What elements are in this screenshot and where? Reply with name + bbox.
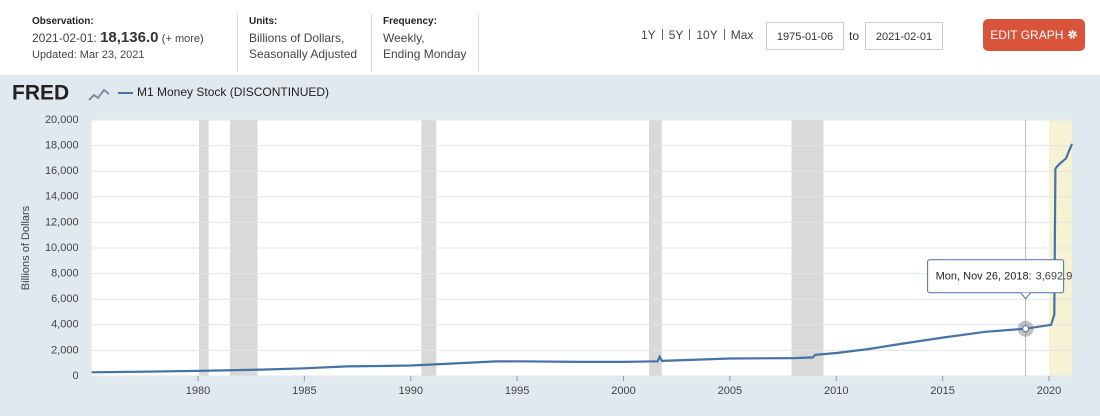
x-tick-label: 2015 (930, 385, 954, 397)
x-tick-label: 2005 (718, 385, 742, 397)
pipe (723, 29, 725, 40)
range-buttons: 1Y 5Y 10Y Max (641, 28, 753, 42)
y-tick-label: 20,000 (45, 114, 79, 126)
x-tick-label: 1995 (505, 385, 529, 397)
more-link[interactable]: (+ more) (161, 33, 204, 45)
y-tick-label: 4,000 (51, 319, 79, 331)
legend-label: M1 Money Stock (DISCONTINUED) (137, 85, 329, 99)
range-button[interactable]: 5Y (668, 28, 684, 42)
range-button[interactable]: Max (730, 28, 754, 42)
x-tick-label: 2000 (611, 385, 635, 397)
text: Billions of Dollars, (249, 31, 345, 45)
label: Observation: (32, 16, 94, 27)
units: Units: Billions of Dollars, Seasonally A… (249, 14, 357, 62)
divider (237, 14, 238, 72)
date: 2021-02-01: (32, 31, 97, 45)
updated: Updated: Mar 23, 2021 (32, 49, 145, 61)
text: Ending Monday (383, 47, 467, 61)
y-tick-label: 16,000 (45, 165, 79, 177)
end-date-input[interactable]: 2021-02-01 (865, 22, 943, 50)
edit-graph-button[interactable]: EDIT GRAPH (983, 19, 1085, 51)
observation: Observation: 2021-02-01: 18,136.0 (+ mor… (32, 14, 204, 63)
text: Weekly, (383, 31, 425, 45)
divider (478, 14, 479, 72)
value: 18,136.0 (100, 29, 159, 46)
tooltip-value: 3,692.9 (1036, 271, 1073, 283)
fred-logo: FRED (12, 82, 69, 105)
y-tick-label: 6,000 (51, 293, 79, 305)
x-tick-label: 1990 (398, 385, 422, 397)
hover-point (1022, 325, 1030, 333)
x-tick-label: 1980 (186, 385, 210, 397)
y-tick-label: 14,000 (45, 191, 79, 203)
pipe (661, 29, 663, 40)
y-axis-label: Billions of Dollars (20, 205, 32, 290)
tooltip-date: Mon, Nov 26, 2018: (936, 271, 1032, 283)
label: Units: (249, 16, 278, 27)
y-tick-label: 0 (72, 370, 78, 382)
gear-icon (1067, 30, 1077, 39)
y-tick-label: 2,000 (51, 344, 79, 356)
x-tick-label: 2010 (824, 385, 848, 397)
tooltip-pointer (1020, 292, 1032, 300)
header: Observation: 2021-02-01: 18,136.0 (+ mor… (0, 0, 1100, 75)
y-tick-label: 8,000 (51, 268, 79, 280)
tooltip-box (927, 259, 1065, 294)
divider (371, 14, 372, 72)
label: Frequency: (383, 16, 437, 27)
pipe (689, 29, 691, 40)
tooltip-text: Mon, Nov 26, 2018: 3,692.9 (936, 271, 1073, 283)
y-tick-label: 12,000 (45, 216, 79, 228)
frequency: Frequency: Weekly, Ending Monday (383, 14, 466, 62)
y-tick-label: 10,000 (45, 242, 79, 254)
logo-icon (88, 88, 110, 101)
to-label: to (849, 29, 860, 43)
button-text: EDIT GRAPH (990, 28, 1064, 42)
x-tick-label: 1985 (292, 385, 316, 397)
chart: FRED Billions of Dollars 0 2,000 4,000 6,00… (0, 75, 1100, 416)
x-tick-label: 2020 (1037, 385, 1061, 397)
text: Seasonally Adjusted (249, 47, 358, 61)
start-date-input[interactable]: 1975-01-06 (766, 22, 844, 50)
series-line (91, 143, 1074, 374)
range-button[interactable]: 1Y (641, 28, 656, 42)
range-button[interactable]: 10Y (696, 28, 718, 42)
y-tick-label: 18,000 (45, 140, 79, 152)
